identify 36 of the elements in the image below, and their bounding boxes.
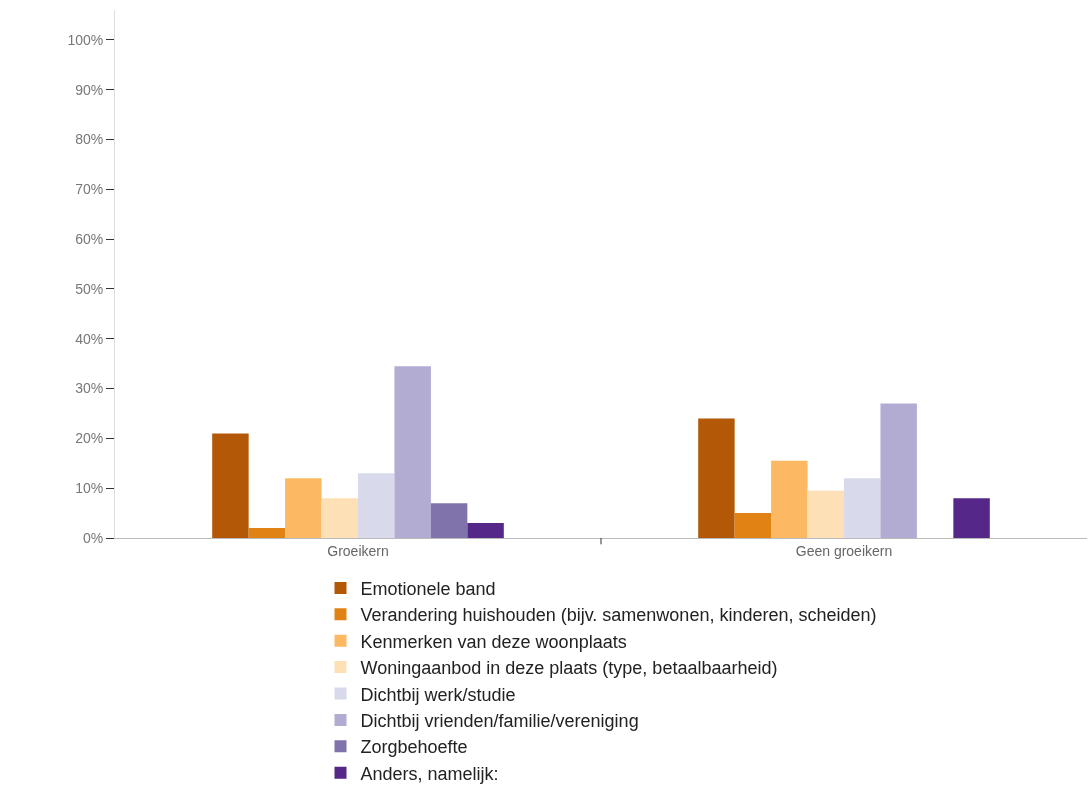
bar — [430, 503, 468, 538]
legend-label: Anders, namelijk: — [360, 763, 499, 784]
bar — [880, 403, 917, 538]
bar — [771, 460, 808, 538]
x-tick-label: Groeikern — [327, 542, 389, 559]
bar — [698, 418, 735, 538]
bar — [467, 523, 504, 538]
bar — [734, 513, 772, 538]
y-tick-label: 80% — [75, 131, 104, 148]
bar — [285, 478, 322, 538]
bar — [248, 528, 286, 538]
y-tick-label: 90% — [75, 81, 104, 98]
bar — [807, 490, 844, 538]
bar — [358, 473, 395, 538]
y-tick-label: 10% — [75, 480, 104, 497]
bar — [953, 498, 990, 538]
legend-label: Woningaanbod in deze plaats (type, betaalbaarheid) — [360, 658, 778, 679]
legend-label: Dichtbij vrienden/familie/vereniging — [360, 710, 639, 731]
y-tick-label: 100% — [67, 31, 104, 48]
legend-label: Dichtbij werk/studie — [360, 684, 516, 705]
bar — [212, 433, 249, 538]
y-tick-label: 30% — [75, 380, 104, 397]
y-tick-label: 70% — [75, 181, 104, 198]
bar — [844, 478, 881, 538]
y-tick-label: 0% — [82, 529, 104, 546]
y-tick-label: 20% — [75, 430, 104, 447]
bar — [321, 498, 358, 538]
y-tick-label: 60% — [75, 231, 104, 248]
x-tick-label: Geen groeikern — [795, 542, 893, 559]
legend-label: Zorgbehoefte — [360, 737, 468, 758]
legend-label: Verandering huishouden (bijv. samenwonen, kinderen, scheiden) — [360, 605, 877, 626]
y-tick-label: 50% — [75, 280, 104, 297]
legend-label: Emotionele band — [360, 578, 496, 599]
y-tick-label: 40% — [75, 330, 104, 347]
legend-label: Kenmerken van deze woonplaats — [360, 631, 627, 652]
bar — [394, 366, 431, 538]
